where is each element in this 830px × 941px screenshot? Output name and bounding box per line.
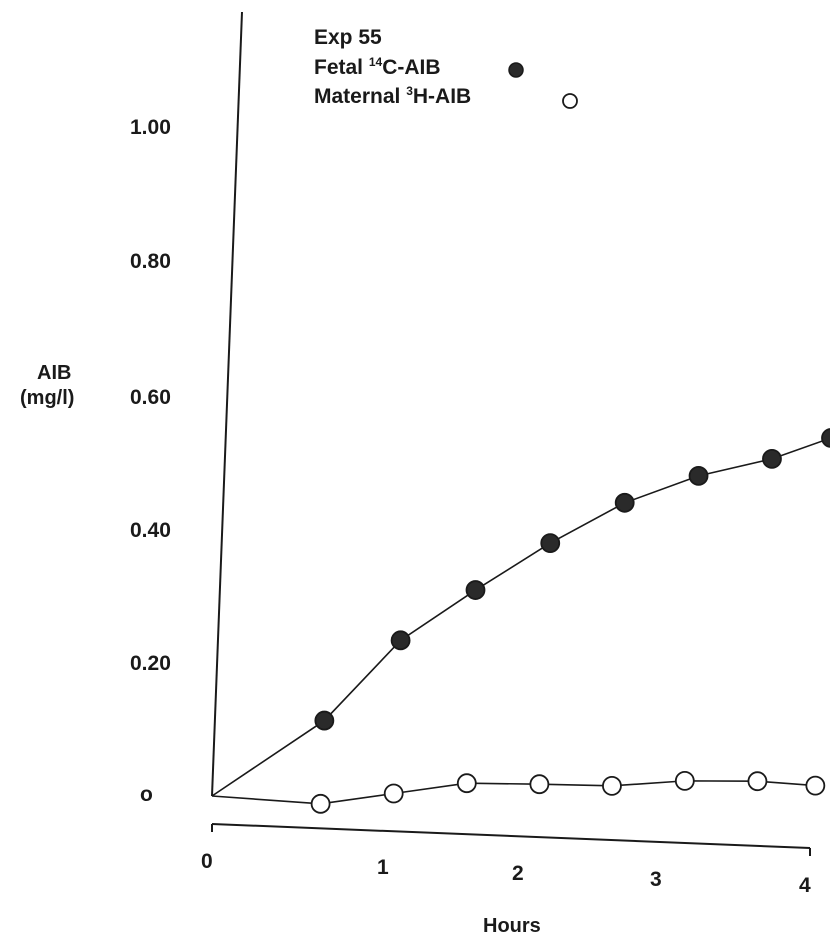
fetal-data-point: [465, 580, 486, 600]
y-axis-title: AIB: [37, 362, 71, 384]
legend: Exp 55 Fetal 14C-AIB Maternal 3H-AIB: [314, 26, 578, 109]
y-tick-label: o: [140, 783, 153, 806]
y-axis-unit: (mg/l): [20, 387, 74, 409]
x-tick-label: 0: [201, 850, 213, 873]
fetal-data-point: [540, 533, 561, 553]
x-tick-label: 1: [377, 856, 389, 879]
maternal-data-point: [383, 783, 404, 804]
maternal-data-point: [674, 770, 695, 791]
fetal-data-point: [688, 465, 709, 486]
fetal-data-point: [314, 710, 335, 731]
maternal-data-point: [805, 775, 826, 796]
y-axis-line: [211, 11, 243, 797]
legend-entry-maternal: Maternal 3H-AIB: [314, 84, 471, 108]
y-tick-label: 0.20: [130, 652, 171, 675]
x-tick-label: 3: [650, 868, 662, 891]
fetal-data-point: [390, 630, 411, 651]
legend-open-circle-icon: [562, 93, 578, 109]
fetal-data-point: [762, 448, 782, 469]
maternal-series-line: [211, 780, 816, 805]
fetal-series-line: [211, 437, 830, 797]
x-axis-line: [211, 823, 811, 849]
maternal-data-point: [529, 774, 550, 795]
x-tick-marks: [211, 824, 811, 856]
x-tick-labels: 0 1 2 3 4: [201, 850, 811, 897]
y-tick-label: 1.00: [130, 116, 171, 139]
fetal-data-point: [614, 492, 635, 513]
legend-entry-fetal: Fetal 14C-AIB: [314, 55, 441, 79]
legend-filled-circle-icon: [508, 62, 524, 78]
legend-superscript: 14: [369, 55, 383, 69]
y-tick-labels: o 0.20 0.40 0.60 0.80 1.00: [130, 116, 171, 806]
x-axis-title: Hours: [483, 915, 541, 937]
maternal-data-point: [456, 773, 477, 794]
plot-area: [211, 428, 830, 814]
y-tick-label: 0.40: [130, 519, 171, 542]
maternal-data-point: [747, 771, 768, 792]
legend-label: Fetal: [314, 56, 369, 79]
y-tick-label: 0.80: [130, 250, 171, 273]
maternal-data-point: [310, 793, 331, 814]
legend-label: H-AIB: [413, 85, 471, 108]
maternal-data-point: [602, 775, 622, 796]
legend-superscript: 3: [406, 84, 413, 98]
x-tick-label: 4: [799, 874, 811, 897]
fetal-data-point: [821, 428, 830, 448]
y-tick-label: 0.60: [130, 386, 171, 409]
x-tick-label: 2: [512, 862, 524, 885]
legend-title: Exp 55: [314, 26, 382, 49]
legend-label: Maternal: [314, 85, 406, 108]
legend-label: C-AIB: [382, 56, 440, 79]
